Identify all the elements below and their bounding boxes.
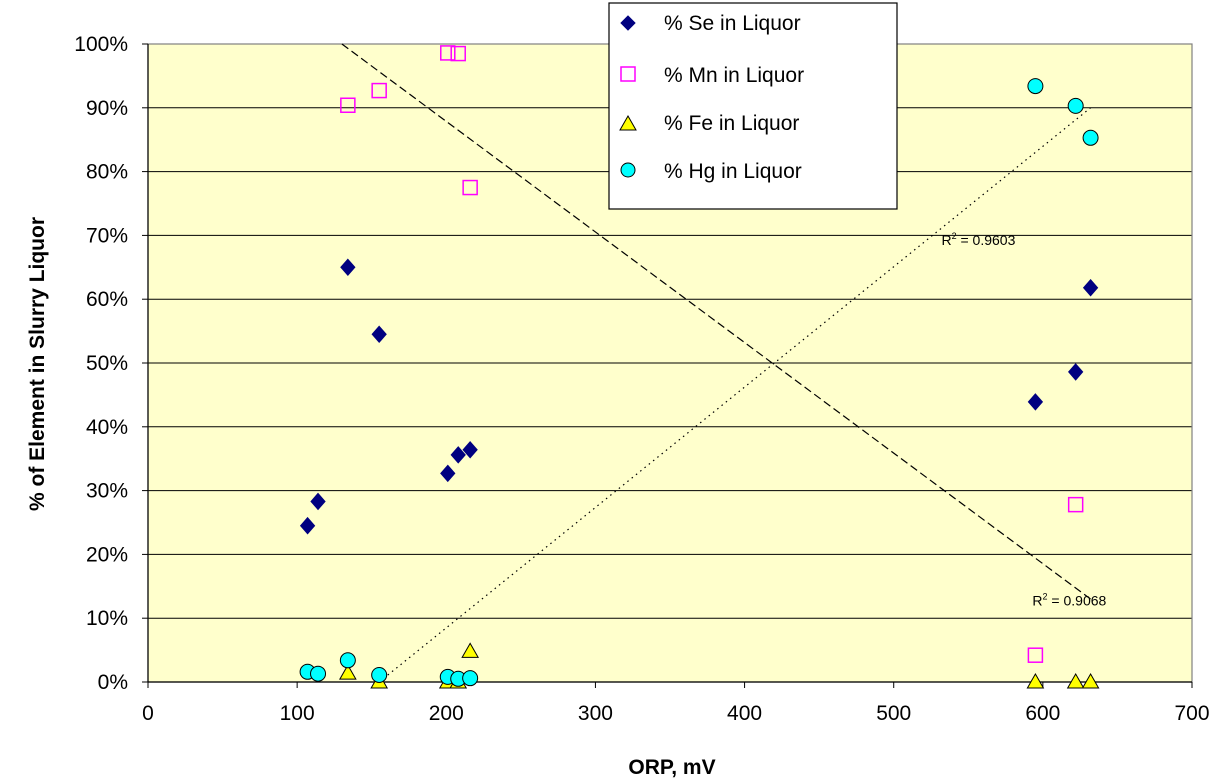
- x-tick-label: 700: [1174, 702, 1209, 725]
- y-axis-title: % of Element in Slurry Liquor: [26, 217, 49, 511]
- point-hg: [310, 665, 327, 682]
- point-mn: [371, 82, 387, 99]
- point-se: [462, 441, 478, 459]
- y-tick-label: 100%: [74, 33, 128, 56]
- x-tick-label: 100: [280, 702, 315, 725]
- legend-label-hg: % Hg in Liquor: [664, 160, 802, 183]
- legend-item-fe: % Fe in Liquor: [619, 112, 799, 135]
- point-mn: [462, 179, 478, 196]
- y-tick-label: 30%: [86, 480, 128, 503]
- y-tick-label: 60%: [86, 288, 128, 311]
- x-tick-label: 300: [578, 702, 613, 725]
- x-tick-label: 200: [429, 702, 464, 725]
- point-se: [340, 258, 356, 277]
- y-tick-label: 0%: [98, 671, 128, 694]
- point-mn: [1067, 496, 1084, 513]
- r2-label-2: R2 = 0.9603: [941, 231, 1015, 248]
- point-hg: [1082, 129, 1099, 146]
- point-hg: [1067, 97, 1084, 114]
- y-tick-label: 50%: [86, 352, 128, 375]
- legend-marker-se: [620, 15, 636, 31]
- x-axis-title: ORP, mV: [628, 756, 715, 779]
- point-mn: [1027, 647, 1044, 663]
- point-fe: [1081, 672, 1100, 689]
- y-tick-label: 70%: [86, 224, 128, 247]
- point-se: [299, 516, 316, 535]
- legend-label-mn: % Mn in Liquor: [664, 64, 804, 87]
- legend-marker-mn: [620, 66, 636, 82]
- legend-item-se: % Se in Liquor: [620, 12, 801, 35]
- legend-label-fe: % Fe in Liquor: [664, 112, 799, 135]
- legend-marker-hg: [620, 162, 636, 178]
- x-tick-label: 600: [1025, 702, 1060, 725]
- legend-box: [608, 2, 898, 210]
- y-tick-label: 40%: [86, 416, 128, 439]
- point-mn: [340, 97, 356, 113]
- point-hg: [1027, 78, 1044, 95]
- legend: % Se in Liquor % Mn in Liquor % Fe in Li…: [608, 2, 898, 210]
- point-fe: [1066, 672, 1085, 689]
- point-hg: [462, 670, 479, 687]
- point-fe: [338, 664, 357, 680]
- y-tick-label: 80%: [86, 161, 128, 184]
- x-tick-label: 0: [142, 702, 154, 725]
- point-mn: [440, 45, 456, 61]
- legend-item-mn: % Mn in Liquor: [620, 64, 804, 87]
- trendline-2: [378, 107, 1091, 683]
- point-se: [1068, 363, 1084, 381]
- y-tick-label: 20%: [86, 543, 128, 566]
- point-se: [1082, 278, 1099, 297]
- point-se: [440, 464, 456, 483]
- point-mn: [450, 45, 466, 62]
- point-fe: [461, 642, 480, 658]
- point-hg: [339, 652, 356, 669]
- legend-item-hg: % Hg in Liquor: [620, 160, 802, 183]
- point-fe: [1026, 672, 1045, 689]
- r2-label-1: R2 = 0.9068: [1032, 591, 1106, 608]
- point-se: [371, 325, 387, 344]
- point-se: [1027, 393, 1044, 411]
- x-tick-label: 400: [727, 702, 762, 725]
- point-hg: [371, 666, 388, 683]
- legend-marker-fe: [619, 114, 637, 131]
- x-tick-label: 500: [876, 702, 911, 725]
- point-se: [450, 446, 466, 464]
- point-se: [310, 492, 326, 511]
- y-tick-label: 10%: [86, 607, 128, 630]
- y-tick-label: 90%: [86, 97, 128, 120]
- legend-label-se: % Se in Liquor: [664, 12, 801, 35]
